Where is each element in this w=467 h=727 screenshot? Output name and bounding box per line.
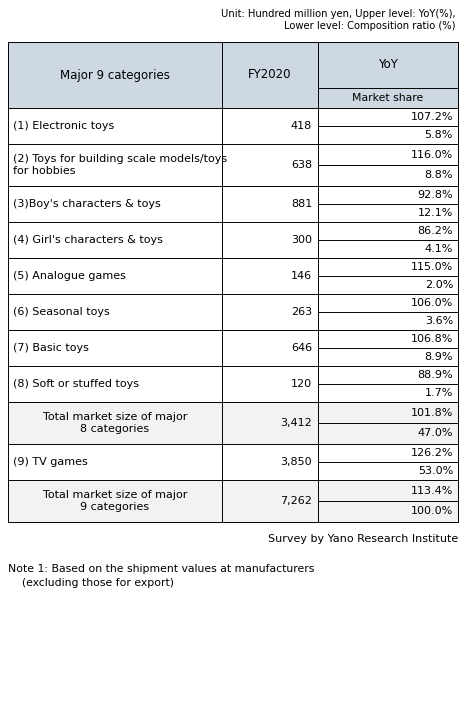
Text: 5.8%: 5.8%	[425, 130, 453, 140]
Text: (7) Basic toys: (7) Basic toys	[13, 343, 89, 353]
Text: (excluding those for export): (excluding those for export)	[8, 578, 174, 588]
Text: (1) Electronic toys: (1) Electronic toys	[13, 121, 114, 131]
Text: (3)Boy's characters & toys: (3)Boy's characters & toys	[13, 199, 161, 209]
Text: FY2020: FY2020	[248, 68, 292, 81]
Text: (5) Analogue games: (5) Analogue games	[13, 271, 126, 281]
Bar	[8, 222, 222, 258]
Bar	[318, 294, 458, 330]
Text: 881: 881	[291, 199, 312, 209]
Bar	[222, 258, 318, 294]
Text: (9) TV games: (9) TV games	[13, 457, 88, 467]
Bar	[318, 42, 458, 88]
Text: 47.0%: 47.0%	[417, 428, 453, 438]
Text: Note 1: Based on the shipment values at manufacturers: Note 1: Based on the shipment values at …	[8, 564, 314, 574]
Bar	[318, 444, 458, 480]
Text: 12.1%: 12.1%	[417, 208, 453, 218]
Text: 106.0%: 106.0%	[411, 298, 453, 308]
Bar	[222, 144, 318, 186]
Text: (6) Seasonal toys: (6) Seasonal toys	[13, 307, 110, 317]
Text: Market share: Market share	[353, 93, 424, 103]
Text: (2) Toys for building scale models/toys: (2) Toys for building scale models/toys	[13, 154, 227, 164]
Bar	[222, 222, 318, 258]
Text: 7,262: 7,262	[280, 496, 312, 506]
Bar	[318, 258, 458, 294]
Text: 1.7%: 1.7%	[425, 388, 453, 398]
Text: Unit: Hundred million yen, Upper level: YoY(%),
Lower level: Composition ratio (: Unit: Hundred million yen, Upper level: …	[221, 9, 456, 31]
Bar	[8, 402, 222, 444]
Text: 53.0%: 53.0%	[418, 466, 453, 476]
Text: 2.0%: 2.0%	[425, 280, 453, 290]
Text: 92.8%: 92.8%	[417, 190, 453, 200]
Text: 418: 418	[291, 121, 312, 131]
Bar	[8, 330, 222, 366]
Bar	[8, 366, 222, 402]
Bar	[318, 88, 458, 108]
Bar	[318, 108, 458, 144]
Bar	[222, 444, 318, 480]
Bar	[318, 480, 458, 522]
Text: 3,412: 3,412	[280, 418, 312, 428]
Text: 646: 646	[291, 343, 312, 353]
Bar	[8, 186, 222, 222]
Text: 126.2%: 126.2%	[410, 448, 453, 458]
Bar	[318, 222, 458, 258]
Text: 113.4%: 113.4%	[410, 486, 453, 496]
Bar	[318, 366, 458, 402]
Bar	[222, 366, 318, 402]
Text: 106.8%: 106.8%	[410, 334, 453, 344]
Text: 146: 146	[291, 271, 312, 281]
Text: Total market size of major: Total market size of major	[43, 490, 187, 500]
Text: 8.9%: 8.9%	[425, 352, 453, 362]
Bar	[222, 330, 318, 366]
Bar	[222, 108, 318, 144]
Bar	[8, 258, 222, 294]
Text: 107.2%: 107.2%	[410, 112, 453, 122]
Bar	[8, 108, 222, 144]
Bar	[318, 144, 458, 186]
Text: (8) Soft or stuffed toys: (8) Soft or stuffed toys	[13, 379, 139, 389]
Text: 3.6%: 3.6%	[425, 316, 453, 326]
Text: Survey by Yano Research Institute: Survey by Yano Research Institute	[268, 534, 458, 544]
Text: 638: 638	[291, 160, 312, 170]
Text: 88.9%: 88.9%	[417, 370, 453, 380]
Bar	[318, 186, 458, 222]
Text: 8 categories: 8 categories	[80, 424, 149, 434]
Text: 4.1%: 4.1%	[425, 244, 453, 254]
Text: 116.0%: 116.0%	[411, 150, 453, 159]
Text: (4) Girl's characters & toys: (4) Girl's characters & toys	[13, 235, 163, 245]
Text: YoY: YoY	[378, 58, 398, 71]
Bar	[222, 402, 318, 444]
Text: 300: 300	[291, 235, 312, 245]
Bar	[318, 402, 458, 444]
Text: 100.0%: 100.0%	[411, 507, 453, 516]
Text: 263: 263	[291, 307, 312, 317]
Text: 9 categories: 9 categories	[80, 502, 149, 512]
Text: 8.8%: 8.8%	[425, 171, 453, 180]
Bar	[8, 444, 222, 480]
Bar	[222, 294, 318, 330]
Text: Total market size of major: Total market size of major	[43, 412, 187, 422]
Text: for hobbies: for hobbies	[13, 166, 76, 176]
Text: 115.0%: 115.0%	[411, 262, 453, 272]
Bar	[8, 42, 222, 108]
Bar	[8, 294, 222, 330]
Bar	[8, 144, 222, 186]
Text: 101.8%: 101.8%	[410, 408, 453, 417]
Bar	[8, 480, 222, 522]
Text: Major 9 categories: Major 9 categories	[60, 68, 170, 81]
Bar	[222, 186, 318, 222]
Text: 120: 120	[291, 379, 312, 389]
Text: 3,850: 3,850	[280, 457, 312, 467]
Bar	[318, 330, 458, 366]
Text: 86.2%: 86.2%	[417, 226, 453, 236]
Bar	[222, 480, 318, 522]
Bar	[222, 42, 318, 108]
